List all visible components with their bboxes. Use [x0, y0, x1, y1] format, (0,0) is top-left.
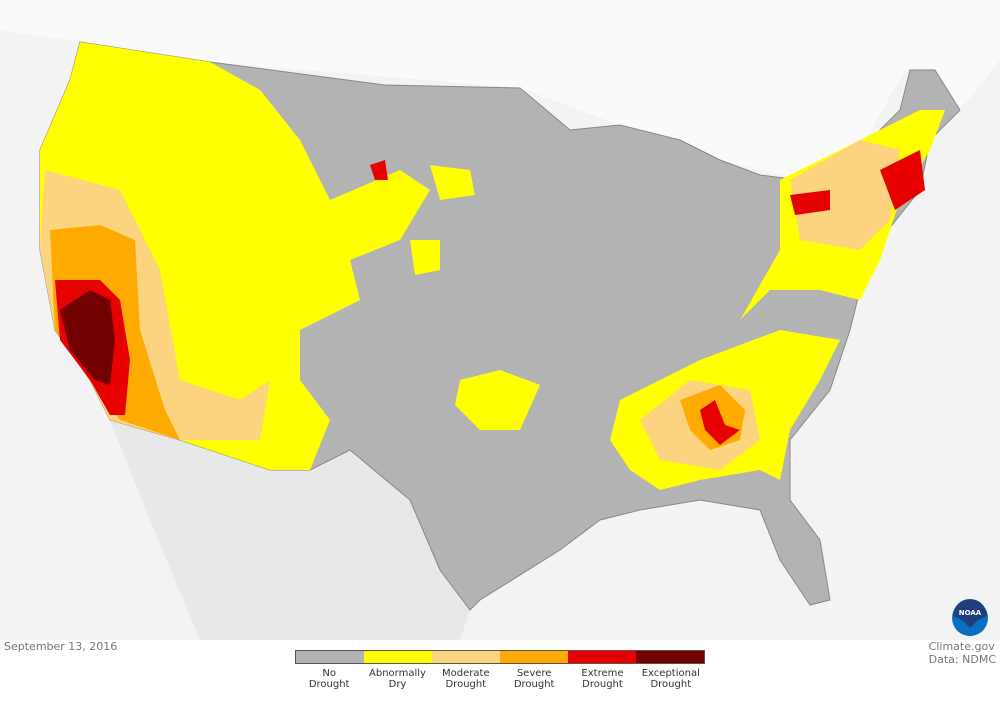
- legend-swatch-no-drought: [296, 651, 364, 663]
- noaa-logo: NOAA: [952, 599, 988, 636]
- map-credit: Climate.gov Data: NDMC: [929, 640, 996, 666]
- noaa-logo-text: NOAA: [959, 609, 982, 617]
- map-date: September 13, 2016: [4, 640, 118, 653]
- legend-label-abnormally-dry: Abnormally Dry: [369, 668, 426, 690]
- legend-label-exceptional: Exceptional Drought: [641, 668, 700, 690]
- drought-moderate-northeast: [790, 140, 900, 250]
- legend-label-moderate: Moderate Drought: [442, 668, 490, 690]
- drought-extreme-southeast: [700, 400, 740, 445]
- legend: No Drought Abnormally Dry Moderate Drought …: [295, 650, 705, 690]
- drought-exceptional-ca: [60, 290, 115, 385]
- legend-label-no-drought: No Drought: [308, 668, 350, 690]
- drought-abnormally-dry-oklahoma: [455, 370, 540, 430]
- legend-color-bar: [295, 650, 705, 664]
- legend-swatch-moderate: [432, 651, 500, 663]
- drought-extreme-wyoming: [370, 160, 388, 180]
- drought-extreme-northeast: [790, 150, 925, 215]
- drought-map: [0, 0, 1000, 640]
- legend-swatch-abnormally-dry: [364, 651, 432, 663]
- legend-label-extreme: Extreme Drought: [581, 668, 624, 690]
- legend-swatch-extreme: [568, 651, 636, 663]
- legend-swatch-severe: [500, 651, 568, 663]
- credit-data: Data: NDMC: [928, 653, 996, 666]
- canada-landmass: [0, 0, 1000, 180]
- legend-swatch-exceptional: [636, 651, 704, 663]
- legend-label-severe: Severe Drought: [513, 668, 555, 690]
- credit-source: Climate.gov: [928, 640, 995, 653]
- drought-abnormally-dry-plains: [410, 165, 475, 275]
